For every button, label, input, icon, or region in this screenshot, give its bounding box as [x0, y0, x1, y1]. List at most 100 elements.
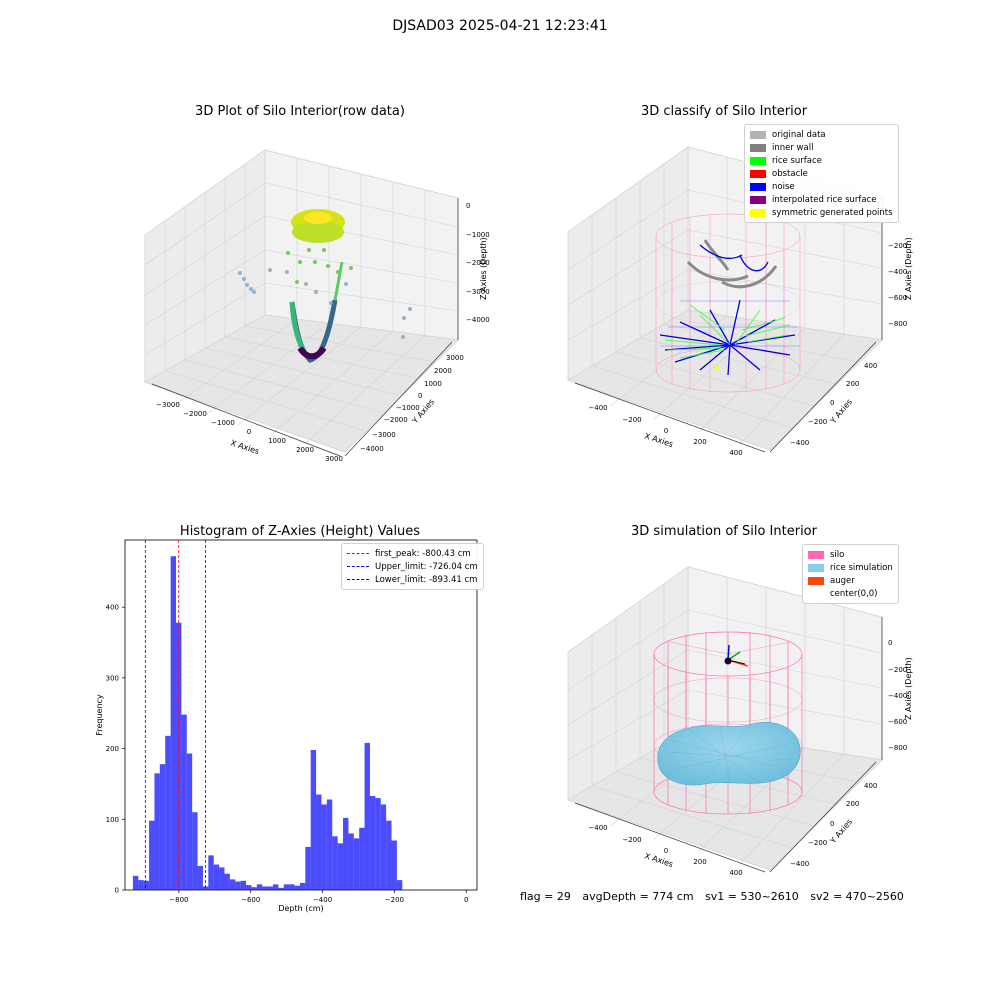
histogram-ytick-label: 200 [106, 745, 119, 753]
raw-xtick: 0 [247, 428, 251, 436]
sim-silo-wireframe [653, 631, 803, 815]
histogram-bar [219, 867, 225, 890]
raw-ztick: −4000 [466, 316, 490, 324]
legend-line [347, 566, 369, 567]
legend-item: first_peak: -800.43 cm [347, 547, 478, 560]
raw-curve-left [289, 301, 306, 352]
classify-noise-dots [660, 300, 800, 347]
sim-ytick: 400 [864, 782, 877, 790]
histogram-bar [353, 838, 360, 890]
histogram-bar [386, 820, 392, 890]
histogram-bar [396, 880, 403, 890]
status-avg-depth: avgDepth = 774 cm [582, 890, 694, 903]
classify-legend: original data inner wall rice surface ob… [744, 124, 899, 223]
raw-scatter-points [238, 209, 412, 363]
histogram-bar [246, 885, 252, 890]
sim-ytick: 0 [830, 820, 834, 828]
sim-ytick: −200 [808, 839, 827, 847]
sim-xlabel: X Axies [643, 851, 674, 869]
raw-ztick: −2000 [466, 259, 490, 267]
histogram-bar [283, 884, 290, 890]
classify-ytick: −400 [790, 439, 809, 447]
sim-ztick: 0 [888, 639, 892, 647]
sim-ytick: −400 [790, 860, 809, 868]
legend-swatch [808, 576, 824, 585]
histogram-bar [202, 886, 209, 890]
sim-auger [724, 644, 749, 667]
raw-xtick: 2000 [296, 446, 314, 454]
histogram-bar [337, 843, 344, 890]
histogram-bar [197, 865, 203, 890]
histogram-bar [251, 887, 257, 890]
legend-swatch [750, 130, 766, 139]
legend-swatch [808, 589, 824, 598]
raw-ytick: 1000 [424, 380, 442, 388]
raw-curve-right [333, 261, 344, 301]
histogram-legend: first_peak: -800.43 cm Upper_limit: -726… [341, 543, 484, 590]
sim-ytick: 200 [846, 800, 859, 808]
classify-xtick: 400 [729, 449, 742, 457]
classify-xtick: 0 [664, 427, 668, 435]
histogram-bar [391, 840, 397, 890]
status-line: flag = 29 avgDepth = 774 cm sv1 = 530~26… [520, 890, 912, 903]
simulation-legend: silo rice simulation auger center(0,0) [802, 544, 899, 604]
raw-ytick: −3000 [372, 431, 396, 439]
classify-xtick: −200 [622, 416, 641, 424]
histogram-bar [229, 879, 236, 890]
raw-ztick: 0 [466, 202, 470, 210]
classify-ytick: 400 [864, 362, 877, 370]
histogram-yticks: 0 100 200 300 400 [106, 604, 125, 895]
legend-swatch [750, 156, 766, 165]
raw-plot-title: 3D Plot of Silo Interior(row data) [195, 104, 405, 119]
classify-silo-wireframe [655, 213, 801, 393]
histogram-bar [154, 773, 160, 890]
legend-item: inner wall [750, 141, 893, 154]
sim-ztick: −800 [888, 744, 907, 752]
sim-xtick: −400 [588, 824, 607, 832]
classify-ztick: −200 [888, 242, 907, 250]
histogram-bar [326, 799, 333, 890]
histogram-bar [256, 884, 263, 890]
legend-swatch [750, 208, 766, 217]
raw-top-ring-inner [304, 212, 332, 224]
legend-item: Lower_limit: -893.41 cm [347, 573, 478, 586]
histogram-bar [316, 794, 322, 890]
classify-ztick: −800 [888, 320, 907, 328]
histogram-bar [305, 846, 311, 890]
histogram-bar [380, 804, 387, 890]
histogram-bar [299, 882, 306, 890]
raw-ytick: −2000 [384, 416, 408, 424]
histogram-bar [165, 735, 171, 890]
histogram-bar [332, 836, 338, 890]
legend-item: auger [808, 574, 893, 587]
figure-title: DJSAD03 2025-04-21 12:23:41 [392, 18, 608, 34]
histogram-title: Histogram of Z-Axies (Height) Values [179, 524, 421, 539]
legend-swatch [808, 550, 824, 559]
sim-xtick: −200 [622, 836, 641, 844]
legend-item: obstacle [750, 167, 893, 180]
legend-swatch [750, 182, 766, 191]
raw-ytick: 2000 [434, 367, 452, 375]
histogram-bar [138, 880, 144, 890]
histogram-bar [375, 798, 381, 890]
histogram-ytick-label: 0 [115, 887, 119, 895]
histogram-bar [348, 833, 354, 890]
sim-ztick: −600 [888, 718, 907, 726]
legend-line [347, 553, 369, 554]
legend-swatch [750, 169, 766, 178]
histogram-xlabel: Depth (cm) [278, 904, 323, 913]
histogram-bar [294, 885, 300, 890]
legend-item: interpolated rice surface [750, 193, 893, 206]
raw-ztick: −3000 [466, 288, 490, 296]
histogram-bar [267, 886, 273, 890]
histogram-bar [181, 714, 187, 890]
histogram-bar [364, 742, 370, 890]
raw-3d-axes: −3000 −2000 −1000 0 1000 2000 3000 X Axi… [143, 149, 490, 463]
histogram-ylabel: Frequency [95, 694, 104, 736]
histogram-bar [278, 887, 284, 890]
raw-curve-bottom [297, 346, 327, 360]
histogram-xtick-label: −400 [313, 896, 332, 904]
classify-xtick: 200 [693, 438, 706, 446]
histogram-vlines [144, 540, 206, 890]
histogram-bar [343, 817, 349, 890]
